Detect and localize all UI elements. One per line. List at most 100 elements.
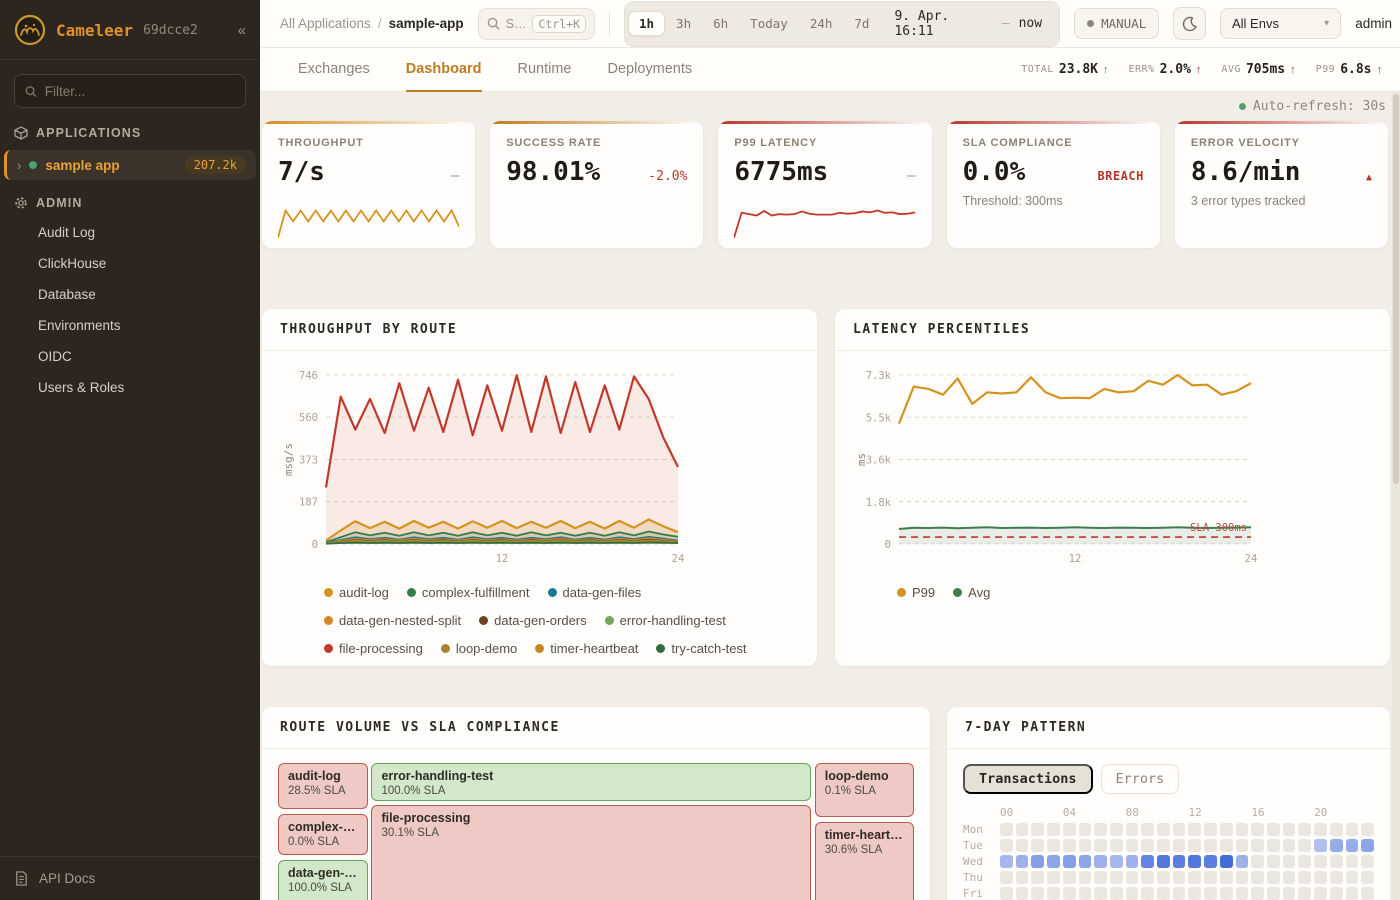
sidebar-item-audit-log[interactable]: Audit Log	[38, 225, 96, 240]
time-range-6h[interactable]: 6h	[713, 16, 729, 31]
heatmap-cell	[1235, 871, 1249, 884]
svg-text:0: 0	[312, 539, 318, 551]
legend-item-error-handling-test[interactable]: error-handling-test	[604, 613, 726, 628]
time-range-7d[interactable]: 7d	[854, 16, 870, 31]
kpi-main: 98.01% -2.0%	[506, 157, 687, 187]
auto-refresh-label: Auto-refresh: 30s	[1252, 98, 1386, 114]
time-range-1h[interactable]: 1h	[627, 11, 666, 36]
heatmap-cell	[1329, 855, 1343, 868]
legend-item-timer-heartbeat[interactable]: timer-heartbeat	[535, 641, 638, 656]
sidebar-item-oidc[interactable]: OIDC	[38, 349, 72, 364]
treemap-tile-audit-log[interactable]: audit-log 28.5% SLA	[278, 763, 369, 809]
sidebar-item-environments[interactable]: Environments	[38, 318, 121, 333]
heatmap-cell	[1157, 823, 1170, 836]
legend-item-avg[interactable]: Avg	[953, 585, 990, 600]
treemap-tile-complex-fulfillment[interactable]: complex-fulfillment 0.0% SLA	[278, 814, 369, 855]
treemap-tile-loop-demo[interactable]: loop-demo 0.1% SLA	[814, 763, 914, 817]
manual-status-dot-icon	[1087, 20, 1095, 27]
kpi-value: 7/s	[278, 157, 325, 187]
sidebar-item-clickhouse[interactable]: ClickHouse	[38, 256, 107, 271]
collapse-sidebar-button[interactable]: «	[237, 21, 246, 39]
treemap-tile-file-processing[interactable]: file-processing 30.1% SLA	[371, 805, 811, 900]
tab-dashboard[interactable]: Dashboard	[405, 48, 482, 92]
api-docs-label: API Docs	[39, 871, 96, 886]
time-range-3h[interactable]: 3h	[676, 16, 692, 31]
heatmap-cell	[1062, 855, 1076, 868]
dark-mode-toggle-button[interactable]	[1173, 7, 1206, 40]
manual-mode-button[interactable]: MANUAL	[1074, 8, 1160, 39]
tab-deployments[interactable]: Deployments	[607, 61, 693, 77]
treemap-tile-timer-heartbeat[interactable]: timer-heartbeat 30.6% SLA	[814, 822, 914, 900]
heatmap-cell	[1078, 839, 1092, 852]
legend-item-data-gen-nested-split[interactable]: data-gen-nested-split	[324, 613, 461, 628]
admin-nav: Audit Log ClickHouse Database Environments O…	[0, 218, 260, 402]
heatmap-row-wed: Wed	[963, 855, 1374, 868]
main-area: All Applications / sample-app S… Ctrl+K …	[260, 0, 1400, 900]
summary-stats: TOTAL 23.8K ↑ ERR% 2.0% ↑ AVG 705ms ↑ P99 6.8s ↑	[1021, 48, 1382, 91]
heatmap-hour-label	[1205, 806, 1218, 820]
breadcrumb-root[interactable]: All Applications	[280, 16, 371, 31]
trend-arrow-icon: ↑	[1376, 63, 1383, 76]
treemap-tile-data-gen-files[interactable]: data-gen-files 100.0% SLA	[278, 860, 369, 900]
treemap-tile-name: audit-log	[288, 769, 341, 783]
treemap-tile-error-handling-test[interactable]: error-handling-test 100.0% SLA	[371, 763, 811, 801]
legend-item-complex-fulfillment[interactable]: complex-fulfillment	[406, 585, 530, 600]
legend-item-data-gen-files[interactable]: data-gen-files	[547, 585, 641, 600]
tab-exchanges[interactable]: Exchanges	[298, 61, 370, 77]
legend-item-p99[interactable]: P99	[897, 585, 935, 600]
toggle-transactions[interactable]: Transactions	[963, 764, 1093, 794]
kpi-trend: ▲	[1365, 172, 1373, 183]
kpi-trend: -2.0%	[648, 169, 688, 184]
scrollbar-thumb[interactable]	[1393, 94, 1399, 484]
treemap-tile-sla: 30.1% SLA	[381, 827, 440, 839]
status-dot-icon	[29, 161, 38, 169]
heatmap-cell	[1188, 839, 1202, 852]
sidebar-item-sample-app[interactable]: › sample app 207.2k	[4, 150, 256, 180]
filter-field[interactable]	[14, 74, 246, 108]
heatmap-cell	[1361, 855, 1374, 868]
heatmap-row-mon: Mon	[963, 823, 1374, 836]
time-range-24h[interactable]: 24h	[809, 16, 833, 31]
heatmap-row-tue: Tue	[963, 839, 1374, 852]
global-search-field[interactable]: S… Ctrl+K	[477, 7, 595, 40]
user-menu[interactable]: admin	[1355, 16, 1392, 31]
heatmap-cell	[1157, 839, 1170, 852]
legend-item-file-processing[interactable]: file-processing	[324, 641, 423, 656]
treemap-title: ROUTE VOLUME VS SLA COMPLIANCE	[262, 707, 930, 749]
heatmap-cell	[1125, 839, 1139, 852]
legend-item-audit-log[interactable]: audit-log	[324, 585, 389, 600]
heatmap-cell	[1282, 823, 1296, 836]
heatmap-cell	[1188, 887, 1202, 900]
toggle-errors[interactable]: Errors	[1100, 764, 1180, 794]
time-range-today[interactable]: Today	[750, 16, 788, 31]
heatmap-toggle-group: Transactions Errors	[963, 764, 1374, 794]
topbar: All Applications / sample-app S… Ctrl+K …	[260, 0, 1400, 48]
tab-runtime[interactable]: Runtime	[517, 61, 572, 77]
sidebar-item-users-roles[interactable]: Users & Roles	[38, 380, 125, 395]
legend-item-try-catch-test[interactable]: try-catch-test	[656, 641, 747, 656]
environment-select[interactable]: All Envs ▾	[1219, 8, 1342, 39]
legend-item-data-gen-orders[interactable]: data-gen-orders	[479, 613, 587, 628]
datetime-range-display[interactable]: 9. Apr. 16:11 – now	[880, 5, 1056, 43]
legend-label: complex-fulfillment	[421, 585, 530, 600]
heatmap-cell	[1235, 887, 1249, 900]
heatmap-cell	[1298, 855, 1312, 868]
svg-text:373: 373	[299, 455, 318, 467]
heatmap-cell	[1235, 855, 1249, 868]
heatmap-cell	[1298, 839, 1312, 852]
stat-label: AVG	[1221, 64, 1241, 75]
svg-text:746: 746	[299, 370, 318, 382]
scrollbar[interactable]	[1392, 92, 1400, 900]
svg-text:0: 0	[885, 539, 891, 551]
svg-text:SLA 300ms: SLA 300ms	[1190, 522, 1247, 534]
legend-item-loop-demo[interactable]: loop-demo	[440, 641, 517, 656]
heatmap-cell	[1314, 887, 1327, 900]
heatmap-cell	[1109, 823, 1123, 836]
brand-logo-icon	[14, 14, 46, 46]
sidebar-item-database[interactable]: Database	[38, 287, 96, 302]
sidebar-item-api-docs[interactable]: API Docs	[0, 856, 260, 900]
filter-input[interactable]	[44, 83, 235, 99]
heatmap-cell	[1329, 839, 1343, 852]
heatmap-hour-label	[1016, 806, 1029, 820]
breadcrumb-current: sample-app	[388, 16, 464, 31]
